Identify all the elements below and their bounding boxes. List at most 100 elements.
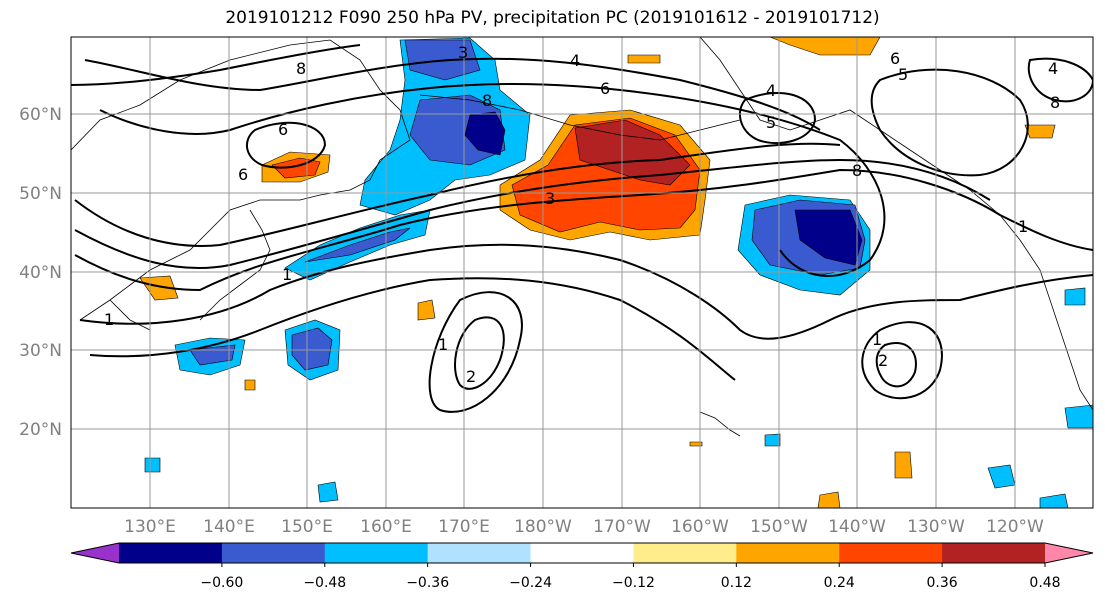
pv-contour-ring-c <box>861 321 943 400</box>
lon-label: 130°W <box>907 517 965 537</box>
contour-label: 1 <box>1018 217 1028 236</box>
lat-label: 40°N <box>19 263 62 283</box>
pos-shade-e <box>894 451 913 479</box>
colorbar-tick-label: −0.48 <box>303 575 346 591</box>
neg-shade-g <box>144 457 161 473</box>
lat-label: 50°N <box>19 184 62 204</box>
contour-label: 1 <box>104 310 114 329</box>
contour-label: 8 <box>482 91 492 110</box>
lon-label: 130°E <box>124 517 176 537</box>
pv-contour-ring-e <box>246 121 327 169</box>
colorbar-segment <box>221 543 326 563</box>
contour-label: 4 <box>766 81 776 100</box>
colorbar-tick-label: −0.12 <box>612 575 655 591</box>
contour-label: 8 <box>296 59 306 78</box>
colorbar-segment <box>530 543 634 563</box>
coast-aleutians <box>419 94 741 141</box>
contour-label: 4 <box>1048 59 1058 78</box>
neg-shade-goa-core <box>794 209 863 266</box>
neg-shade-b-mid <box>291 327 333 371</box>
colorbar-outline <box>70 542 1094 564</box>
coast-namerica <box>1019 239 1093 411</box>
pos-shade-i <box>689 441 703 447</box>
neg-shade-f <box>317 481 339 503</box>
pv-contour-5 <box>84 57 821 131</box>
pv-contour-ring-b <box>454 316 505 390</box>
colorbar-segment <box>427 543 532 563</box>
lat-label: 60°N <box>19 105 62 125</box>
lon-label: 180°W <box>514 517 572 537</box>
contour-label: 2 <box>466 367 476 386</box>
contour-label: 6 <box>238 165 248 184</box>
pos-shade-g <box>627 54 661 64</box>
pv-contour-8 <box>89 277 736 381</box>
pv-contour-4 <box>99 83 886 277</box>
lon-label: 150°W <box>750 517 808 537</box>
graticule <box>71 37 1093 508</box>
coast-alaska <box>699 37 1021 241</box>
colorbar: −0.60 −0.48 −0.36 −0.24 −0.12 0.12 0.24 0.36 0.4… <box>70 542 1094 591</box>
lon-label: 160°W <box>671 517 729 537</box>
pv-contour-ring-f <box>738 91 817 145</box>
colorbar-tick-label: 0.48 <box>1029 575 1060 591</box>
pv-contour-ring-g <box>870 68 1029 177</box>
contour-label: 8 <box>852 161 862 180</box>
pv-contour-1 <box>74 168 1093 292</box>
lon-labels: 130°E 140°E 150°E 160°E 170°E 180°W 170°… <box>124 517 1044 537</box>
pos-shade-top <box>769 37 881 56</box>
contour-label: 4 <box>570 51 580 70</box>
pos-shade-central-core <box>574 119 691 186</box>
lon-label: 140°E <box>203 517 255 537</box>
neg-shade-i <box>764 433 781 447</box>
colorbar-tick-label: −0.24 <box>509 575 552 591</box>
pv-contour-6 <box>71 44 361 86</box>
lon-label: 170°E <box>438 517 490 537</box>
colorbar-segment <box>942 543 1046 563</box>
colorbar-tick-label: 0.36 <box>927 575 958 591</box>
coastline-layer <box>71 37 1093 437</box>
neg-shade-c <box>1064 287 1086 306</box>
contour-label: 8 <box>1050 93 1060 112</box>
contour-label: 3 <box>545 189 555 208</box>
coast-asia <box>71 39 411 321</box>
pos-shade-c <box>417 299 436 321</box>
contour-label: 1 <box>282 265 292 284</box>
pv-contour-ring-h <box>1027 57 1093 103</box>
contour-label: 2 <box>878 351 888 370</box>
lon-label: 120°W <box>986 517 1044 537</box>
contour-label: 6 <box>278 120 288 139</box>
contour-label: 6 <box>890 49 900 68</box>
neg-shade-d <box>1064 404 1093 429</box>
contour-label: 3 <box>458 43 468 62</box>
contour-labels: 3 4 6 6 5 4 8 6 8 4 5 8 1 6 3 1 1 1 2 1 … <box>104 43 1060 386</box>
lat-label: 20°N <box>19 420 62 440</box>
coast-korea <box>109 299 151 331</box>
pv-contour-3 <box>74 142 841 247</box>
colorbar-tick-label: −0.60 <box>200 575 243 591</box>
contour-label: 1 <box>872 330 882 349</box>
lon-label: 140°W <box>828 517 886 537</box>
pos-shade-f <box>817 491 841 508</box>
colorbar-segment <box>633 543 737 563</box>
pv-contour-2 <box>74 158 991 270</box>
lat-labels: 60°N 50°N 40°N 30°N 20°N <box>19 105 62 440</box>
pos-shade-d <box>1024 124 1056 139</box>
colorbar-tick-label: 0.12 <box>721 575 752 591</box>
contour-label: 5 <box>766 113 776 132</box>
lon-label: 170°W <box>593 517 651 537</box>
pv-contour-7 <box>79 243 1093 340</box>
neg-shade-kamchatka-core <box>464 111 506 156</box>
contour-label: 6 <box>600 79 610 98</box>
coast-japan <box>199 209 271 321</box>
colorbar-segment <box>736 543 840 563</box>
colorbar-tick-label: 0.24 <box>824 575 855 591</box>
coast-hawaii <box>699 411 741 437</box>
pv-contour-layer <box>71 44 1093 413</box>
lon-label: 160°E <box>360 517 412 537</box>
colorbar-segment <box>324 543 429 563</box>
lon-label: 150°E <box>281 517 333 537</box>
colorbar-extend-max <box>1045 543 1093 563</box>
pv-contour-ring-a <box>428 291 523 413</box>
neg-shade-jet-band-mid <box>304 227 411 263</box>
